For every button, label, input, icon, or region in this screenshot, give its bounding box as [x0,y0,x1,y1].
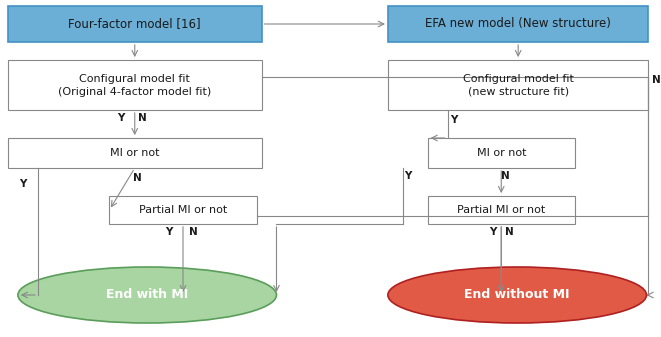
Text: (Original 4-factor model fit): (Original 4-factor model fit) [58,87,212,97]
Text: Y: Y [450,115,457,125]
Text: (new structure fit): (new structure fit) [467,87,568,97]
Bar [388,60,648,110]
Ellipse shape [18,267,276,323]
Text: Y: Y [165,227,173,237]
Text: Y: Y [404,171,411,181]
Bar [8,138,262,168]
Bar [388,6,648,42]
Text: N: N [134,173,142,183]
Text: EFA new model (New structure): EFA new model (New structure) [425,18,611,31]
Text: End without MI: End without MI [465,288,570,302]
Text: Four-factor model [16]: Four-factor model [16] [69,18,201,31]
Text: Configural model fit: Configural model fit [79,74,190,84]
Text: N: N [501,171,510,181]
Bar [428,138,575,168]
Text: N: N [138,113,147,123]
Bar [8,6,262,42]
Bar [110,196,256,224]
Bar [8,60,262,110]
Text: N: N [505,227,514,237]
Text: Partial MI or not: Partial MI or not [139,205,227,215]
Bar [428,196,575,224]
Text: End with MI: End with MI [106,288,188,302]
Text: MI or not: MI or not [110,148,159,158]
Text: N: N [188,227,198,237]
Text: MI or not: MI or not [477,148,526,158]
Text: Y: Y [19,179,26,189]
Text: Partial MI or not: Partial MI or not [457,205,545,215]
Text: N: N [652,75,661,85]
Text: Y: Y [117,113,124,123]
Text: Configural model fit: Configural model fit [463,74,574,84]
Ellipse shape [388,267,646,323]
Text: Y: Y [490,227,497,237]
